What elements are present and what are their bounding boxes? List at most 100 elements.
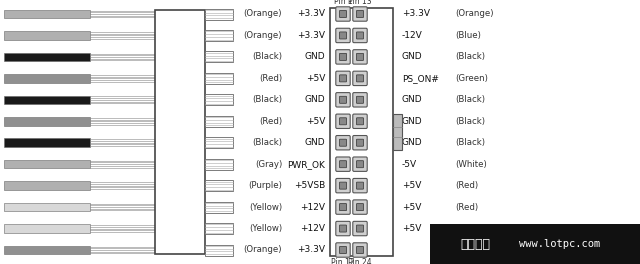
Text: (Black): (Black) (455, 138, 485, 147)
Text: GND: GND (305, 53, 325, 62)
FancyBboxPatch shape (336, 114, 350, 129)
Bar (205, 94, 233, 105)
FancyBboxPatch shape (353, 135, 367, 150)
Bar (430, 224, 640, 264)
Text: +5V: +5V (402, 181, 421, 190)
Text: +5V: +5V (402, 202, 421, 211)
Bar (4, 117, 90, 125)
Text: +3.3V: +3.3V (297, 31, 325, 40)
Bar (4, 181, 90, 190)
Bar (205, 51, 233, 62)
FancyBboxPatch shape (336, 7, 350, 21)
Bar (330, 8, 393, 256)
Text: (Red): (Red) (455, 224, 478, 233)
FancyBboxPatch shape (339, 247, 346, 253)
Text: +5V: +5V (402, 224, 421, 233)
Text: (Red): (Red) (259, 117, 282, 126)
Text: (Orange): (Orange) (455, 10, 493, 18)
Text: GND: GND (402, 53, 422, 62)
Bar (4, 53, 90, 61)
Bar (205, 137, 233, 148)
Text: Pin 12: Pin 12 (332, 258, 355, 264)
Bar (205, 73, 233, 84)
FancyBboxPatch shape (353, 71, 367, 86)
Bar (4, 139, 90, 147)
FancyBboxPatch shape (356, 11, 364, 17)
Bar (155, 10, 205, 254)
Text: GND: GND (402, 95, 422, 104)
FancyBboxPatch shape (339, 75, 346, 82)
Text: +3.3V: +3.3V (297, 246, 325, 254)
Text: Pin 24: Pin 24 (348, 258, 372, 264)
FancyBboxPatch shape (336, 243, 350, 257)
Text: +12V: +12V (300, 202, 325, 211)
Text: -5V: -5V (402, 160, 417, 169)
FancyBboxPatch shape (336, 200, 350, 214)
Text: (Black): (Black) (252, 95, 282, 104)
FancyBboxPatch shape (353, 93, 367, 107)
Text: (Yellow): (Yellow) (249, 202, 282, 211)
FancyBboxPatch shape (339, 161, 346, 168)
Bar (393, 114, 402, 150)
FancyBboxPatch shape (353, 28, 367, 43)
FancyBboxPatch shape (356, 75, 364, 82)
Text: (Blue): (Blue) (455, 31, 481, 40)
Bar (4, 31, 90, 40)
FancyBboxPatch shape (339, 225, 346, 232)
FancyBboxPatch shape (339, 11, 346, 17)
Text: (Black): (Black) (455, 95, 485, 104)
Text: 装机之家: 装机之家 (460, 238, 490, 251)
FancyBboxPatch shape (356, 118, 364, 125)
Text: (Black): (Black) (455, 53, 485, 62)
Text: GND: GND (305, 138, 325, 147)
Text: (Green): (Green) (455, 74, 488, 83)
Text: (Red): (Red) (455, 202, 478, 211)
Text: (Gray): (Gray) (255, 160, 282, 169)
Text: GND: GND (402, 138, 422, 147)
Text: +3.3V: +3.3V (402, 10, 430, 18)
Bar (205, 30, 233, 41)
Text: +3.3V: +3.3V (297, 10, 325, 18)
Bar (205, 223, 233, 234)
FancyBboxPatch shape (353, 178, 367, 193)
FancyBboxPatch shape (353, 7, 367, 21)
Bar (205, 8, 233, 20)
FancyBboxPatch shape (356, 247, 364, 253)
Bar (4, 10, 90, 18)
Text: Pin 13: Pin 13 (348, 0, 372, 6)
Bar (4, 160, 90, 168)
FancyBboxPatch shape (356, 96, 364, 103)
FancyBboxPatch shape (356, 204, 364, 211)
FancyBboxPatch shape (356, 32, 364, 39)
FancyBboxPatch shape (336, 93, 350, 107)
Text: GND: GND (305, 95, 325, 104)
Text: (Black): (Black) (252, 53, 282, 62)
FancyBboxPatch shape (339, 32, 346, 39)
Text: +12V: +12V (300, 224, 325, 233)
FancyBboxPatch shape (353, 243, 367, 257)
FancyBboxPatch shape (353, 200, 367, 214)
Text: (Purple): (Purple) (248, 181, 282, 190)
FancyBboxPatch shape (336, 135, 350, 150)
Text: (White): (White) (455, 160, 487, 169)
Text: (Orange): (Orange) (243, 31, 282, 40)
Text: (Red): (Red) (455, 181, 478, 190)
Bar (4, 74, 90, 83)
FancyBboxPatch shape (353, 114, 367, 129)
FancyBboxPatch shape (339, 182, 346, 189)
FancyBboxPatch shape (336, 221, 350, 236)
FancyBboxPatch shape (339, 53, 346, 60)
FancyBboxPatch shape (336, 157, 350, 171)
Bar (205, 180, 233, 191)
FancyBboxPatch shape (353, 221, 367, 236)
Text: PWR_OK: PWR_OK (287, 160, 325, 169)
FancyBboxPatch shape (356, 53, 364, 60)
FancyBboxPatch shape (356, 161, 364, 168)
FancyBboxPatch shape (336, 28, 350, 43)
Bar (4, 246, 90, 254)
Bar (4, 96, 90, 104)
Text: (Black): (Black) (455, 117, 485, 126)
FancyBboxPatch shape (353, 157, 367, 171)
FancyBboxPatch shape (336, 50, 350, 64)
Text: +5V: +5V (306, 117, 325, 126)
